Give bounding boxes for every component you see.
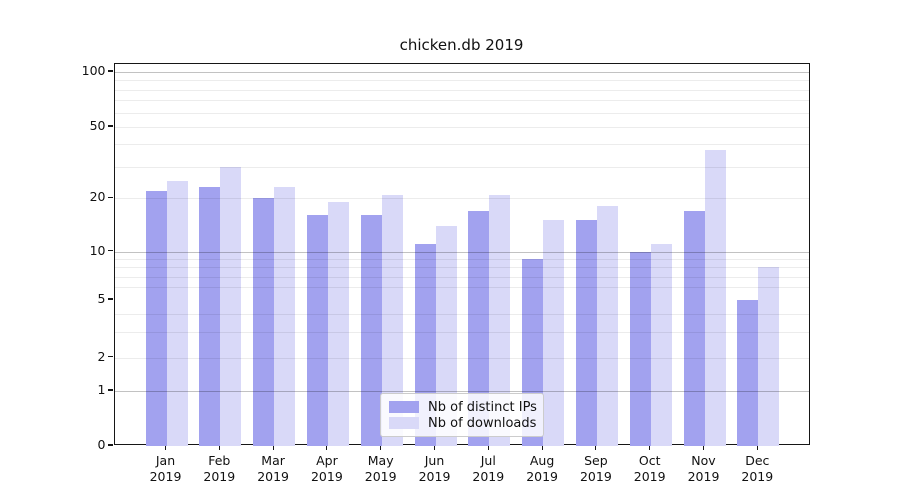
- x-tick-label-feb: Feb 2019: [203, 453, 236, 484]
- legend: Nb of distinct IPs Nb of downloads: [380, 393, 544, 437]
- bar-distinct-ips-mar: [253, 198, 275, 446]
- x-tick-label-mar: Mar 2019: [257, 453, 289, 484]
- bar-distinct-ips-dec: [737, 300, 759, 446]
- plot-area: [113, 63, 810, 446]
- gridline-minor-4: [114, 314, 809, 316]
- gridline-major-100: [114, 72, 809, 73]
- bar-downloads-apr: [327, 202, 349, 446]
- x-tick-label-apr: Apr 2019: [310, 453, 343, 484]
- gridline-minor-2: [114, 357, 809, 359]
- gridline-minor-50: [114, 127, 809, 128]
- gridline-major-10: [114, 251, 809, 253]
- gridline-minor-9: [114, 259, 809, 261]
- bar-distinct-ips-feb: [199, 187, 221, 446]
- y-tick-mark-5: [107, 298, 113, 300]
- legend-label-downloads: Nb of downloads: [428, 415, 537, 431]
- y-tick-label-1: 1: [97, 382, 106, 397]
- x-tick-label-aug: Aug 2019: [526, 453, 558, 484]
- bar-downloads-feb: [220, 166, 242, 446]
- gridline-minor-40: [114, 144, 809, 146]
- x-tick-label-oct: Oct 2019: [633, 453, 666, 484]
- y-tick-label-5: 5: [97, 291, 106, 306]
- legend-entry-downloads: Nb of downloads: [389, 415, 537, 431]
- x-tick-mark-sep: [595, 445, 597, 450]
- bar-downloads-oct: [650, 244, 672, 446]
- bar-distinct-ips-nov: [683, 210, 705, 446]
- x-tick-mark-dec: [756, 445, 758, 450]
- x-tick-mark-jul: [487, 445, 489, 450]
- y-tick-label-20: 20: [89, 189, 106, 205]
- x-tick-label-may: May 2019: [364, 453, 397, 484]
- x-tick-mark-nov: [702, 445, 705, 450]
- x-tick-mark-mar: [272, 445, 274, 450]
- y-tick-mark-2: [107, 356, 113, 358]
- x-tick-label-sep: Sep 2019: [579, 453, 612, 484]
- bar-downloads-aug: [543, 220, 565, 446]
- x-tick-mark-may: [380, 445, 382, 450]
- x-tick-label-jan: Jan 2019: [149, 453, 182, 484]
- gridline-minor-90: [114, 80, 809, 82]
- y-tick-label-10: 10: [89, 242, 106, 258]
- bar-distinct-ips-apr: [306, 215, 328, 446]
- bar-distinct-ips-oct: [629, 251, 651, 446]
- y-tick-mark-1: [107, 389, 113, 391]
- gridline-major-1: [114, 391, 809, 392]
- x-tick-mark-jun: [433, 445, 436, 450]
- gridline-minor-70: [114, 100, 809, 102]
- x-tick-label-nov: Nov 2019: [687, 453, 720, 484]
- legend-swatch-downloads: [389, 417, 419, 429]
- legend-swatch-distinct-ips: [389, 401, 419, 413]
- gridline-minor-30: [114, 166, 809, 168]
- gridline-minor-7: [114, 276, 809, 278]
- x-tick-mark-oct: [649, 445, 651, 450]
- x-tick-label-dec: Dec 2019: [741, 453, 774, 484]
- x-tick-mark-feb: [218, 445, 220, 450]
- y-tick-label-0: 0: [97, 437, 106, 452]
- bar-downloads-dec: [758, 267, 780, 446]
- chart-title: chicken.db 2019: [399, 36, 524, 54]
- y-tick-mark-0: [107, 444, 113, 446]
- x-tick-mark-aug: [541, 445, 543, 450]
- bar-downloads-nov: [704, 150, 726, 446]
- gridline-minor-20: [114, 198, 809, 200]
- x-tick-label-jun: Jun 2019: [418, 453, 451, 484]
- gridline-minor-8: [114, 267, 809, 269]
- bar-distinct-ips-jul: [468, 210, 490, 446]
- legend-label-distinct-ips: Nb of distinct IPs: [428, 399, 537, 415]
- x-tick-mark-jan: [164, 445, 167, 450]
- bar-distinct-ips-may: [360, 215, 382, 446]
- bar-downloads-may: [381, 194, 403, 446]
- bar-downloads-jun: [435, 225, 457, 446]
- y-tick-mark-50: [107, 125, 113, 127]
- gridline-minor-6: [114, 287, 809, 289]
- x-tick-mark-apr: [326, 445, 328, 450]
- legend-entry-distinct-ips: Nb of distinct IPs: [389, 399, 537, 415]
- bar-distinct-ips-sep: [575, 220, 597, 446]
- y-tick-mark-20: [107, 196, 113, 198]
- bar-downloads-jan: [166, 180, 188, 446]
- y-tick-mark-100: [107, 70, 113, 72]
- bar-distinct-ips-jan: [145, 190, 167, 446]
- x-tick-label-jul: Jul 2019: [472, 453, 505, 484]
- y-tick-label-50: 50: [89, 118, 106, 133]
- bar-downloads-sep: [596, 206, 618, 446]
- bar-downloads-jul: [489, 194, 511, 446]
- gridline-minor-60: [114, 112, 809, 114]
- bar-downloads-mar: [274, 187, 296, 446]
- gridline-minor-80: [114, 89, 809, 91]
- y-tick-label-2: 2: [97, 348, 106, 364]
- y-tick-mark-10: [107, 250, 113, 252]
- gridline-minor-3: [114, 332, 809, 334]
- y-tick-label-100: 100: [81, 63, 106, 78]
